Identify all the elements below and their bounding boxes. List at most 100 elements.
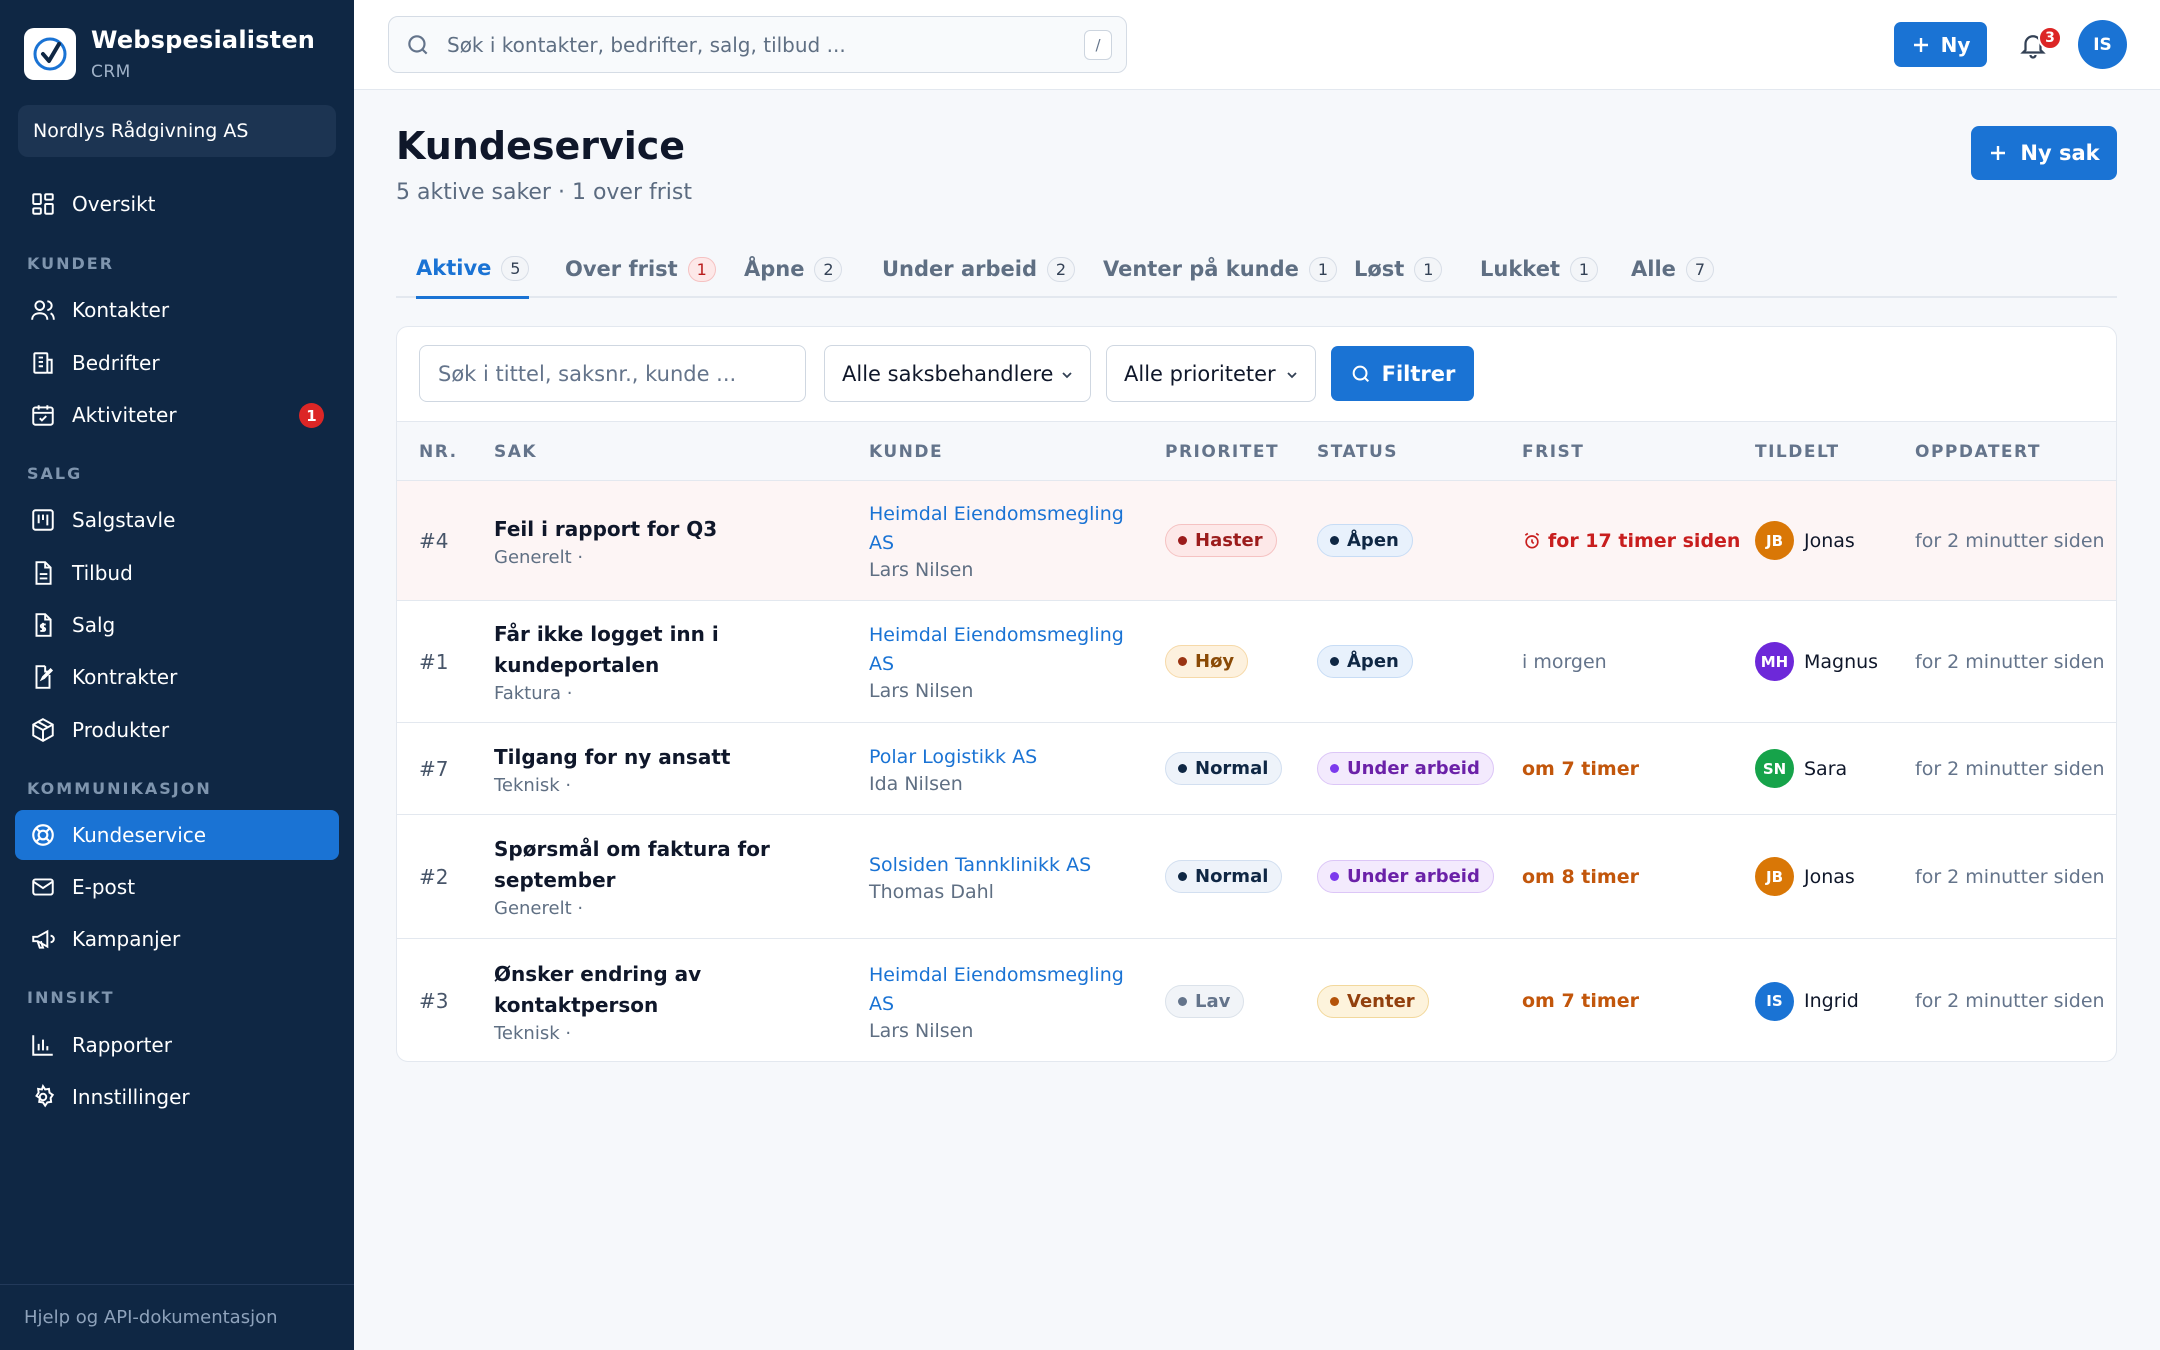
updated-time: for 2 minutter siden [1915,757,2105,780]
case-category: Teknisk · [494,774,572,796]
table-row[interactable]: #1 Får ikke logget inn i kundeportalen F… [397,601,2116,723]
case-title[interactable]: Feil i rapport for Q3 [494,516,718,541]
case-title[interactable]: Får ikke logget inn i kundeportalen [494,622,719,677]
tab-lukket[interactable]: Lukket 1 [1480,240,1598,298]
sidebar: Webspesialisten CRM Nordlys Rådgivning A… [0,0,354,1350]
tab-count: 2 [1046,256,1075,282]
dashboard-icon [32,193,54,215]
status-label: Venter [1347,990,1415,1012]
table-header: NR. SAK KUNDE PRIORITET STATUS FRIST TIL… [397,421,2116,481]
status-dot [1330,996,1339,1006]
new-case-button[interactable]: Ny sak [1971,126,2117,180]
customer-link[interactable]: Heimdal Eiendomsmegling AS [869,624,1124,675]
deadline-text: i morgen [1522,650,1607,673]
customer-link[interactable]: Heimdal Eiendomsmegling AS [869,503,1124,554]
tab-lost[interactable]: Løst 1 [1354,240,1443,298]
table-row[interactable]: #3 Ønsker endring av kontaktperson Tekni… [397,939,2116,1061]
column-header[interactable]: PRIORITET [1165,442,1280,462]
case-title[interactable]: Spørsmål om faktura for september [494,837,770,892]
deadline: i morgen [1522,651,1607,673]
sidebar-item-kontakter[interactable]: Kontakter [15,285,339,335]
tab-venter-pa-kunde[interactable]: Venter på kunde 1 [1103,240,1337,298]
case-title[interactable]: Tilgang for ny ansatt [494,744,731,769]
sidebar-item-innstillinger[interactable]: Innstillinger [15,1072,339,1122]
priority-select[interactable]: Alle prioriteter [1106,345,1316,402]
avatar: IS [1755,981,1794,1021]
priority-dot [1178,764,1187,773]
handler-select[interactable]: Alle saksbehandlere [824,345,1091,402]
customer-contact: Lars Nilsen [869,1019,974,1042]
status-label: Åpen [1347,530,1399,551]
tab-under-arbeid[interactable]: Under arbeid 2 [882,240,1075,298]
sidebar-item-salgstavle[interactable]: Salgstavle [15,495,339,545]
sidebar-item-kundeservice[interactable]: Kundeservice [15,810,339,860]
tab-label: Alle [1631,257,1676,281]
column-header[interactable]: STATUS [1317,442,1399,462]
table-row[interactable]: #7 Tilgang for ny ansatt Teknisk · Polar… [397,723,2116,815]
case-number: #2 [419,864,449,889]
deadline-text: om 7 timer [1522,990,1639,1012]
sidebar-item-label: Salgstavle [72,508,176,532]
search-icon [408,34,428,54]
alarm-clock-icon [1524,532,1540,548]
chevron-down-icon [1062,372,1072,379]
sidebar-item-epost[interactable]: E-post [15,862,339,912]
table-row[interactable]: #4 Feil i rapport for Q3 Generelt · Heim… [397,481,2116,601]
filter-button[interactable]: Filtrer [1331,346,1474,401]
updated-time: for 2 minutter siden [1915,990,2105,1012]
priority-dot [1178,536,1187,545]
case-category: Generelt · [494,546,584,568]
tab-over-frist[interactable]: Over frist 1 [565,240,716,298]
search-icon [1352,365,1369,382]
case-search-input[interactable]: Søk i tittel, saksnr., kunde ... [419,345,806,402]
deadline-text: for 17 timer siden [1548,529,1741,552]
avatar: SN [1755,749,1794,788]
sidebar-item-rapporter[interactable]: Rapporter [15,1020,339,1070]
column-header[interactable]: SAK [494,442,538,462]
deadline: for 17 timer siden [1522,530,1740,552]
status-dot [1330,657,1339,666]
user-avatar[interactable]: IS [2078,20,2127,69]
column-header[interactable]: NR. [419,442,458,462]
sidebar-item-kontrakter[interactable]: Kontrakter [15,652,339,702]
customer-contact: Lars Nilsen [869,680,974,702]
tab-apne[interactable]: Åpne 2 [744,240,843,298]
customer-link[interactable]: Heimdal Eiendomsmegling AS [869,963,1124,1015]
sidebar-item-bedrifter[interactable]: Bedrifter [15,338,339,388]
column-header[interactable]: OPPDATERT [1915,442,2041,462]
organization-switcher[interactable]: Nordlys Rådgivning AS [18,105,336,157]
case-number: #1 [419,649,449,674]
sidebar-item-salg[interactable]: Salg [15,600,339,650]
bell-icon[interactable] [2018,30,2048,60]
global-search[interactable]: Søk i kontakter, bedrifter, salg, tilbud… [388,16,1127,73]
aktiviteter-badge: 1 [299,403,324,428]
help-link[interactable]: Hjelp og API-dokumentasjon [0,1284,354,1350]
brand[interactable]: Webspesialisten CRM [24,26,315,82]
logo-icon [24,28,76,80]
priority-badge: Høy [1165,645,1249,678]
column-header[interactable]: KUNDE [869,442,944,462]
nav-section-innsikt: INNSIKT [27,988,115,1007]
search-input[interactable]: Søk i kontakter, bedrifter, salg, tilbud… [447,32,846,57]
sidebar-item-kampanjer[interactable]: Kampanjer [15,914,339,964]
new-button[interactable]: Ny [1894,22,1987,67]
chevron-down-icon [1287,372,1297,379]
sidebar-item-label: E-post [72,875,136,899]
sidebar-item-tilbud[interactable]: Tilbud [15,548,339,598]
mail-icon [32,878,54,896]
priority-dot [1178,657,1187,666]
sidebar-item-produkter[interactable]: Produkter [15,705,339,755]
sidebar-item-aktiviteter[interactable]: Aktiviteter 1 [15,390,339,440]
customer-link[interactable]: Polar Logistikk AS [869,745,1038,768]
tab-aktive[interactable]: Aktive 5 [416,240,530,299]
sidebar-item-oversikt[interactable]: Oversikt [15,179,339,229]
column-header[interactable]: TILDELT [1755,442,1840,462]
table-row[interactable]: #2 Spørsmål om faktura for september Gen… [397,815,2116,939]
tab-alle[interactable]: Alle 7 [1631,240,1714,298]
priority-badge: Lav [1165,984,1245,1018]
case-title[interactable]: Ønsker endring av kontaktperson [494,961,702,1017]
status-badge: Venter [1317,984,1429,1018]
status-label: Åpen [1347,651,1399,672]
customer-link[interactable]: Solsiden Tannklinikk AS [869,853,1092,876]
column-header[interactable]: FRIST [1522,442,1585,462]
